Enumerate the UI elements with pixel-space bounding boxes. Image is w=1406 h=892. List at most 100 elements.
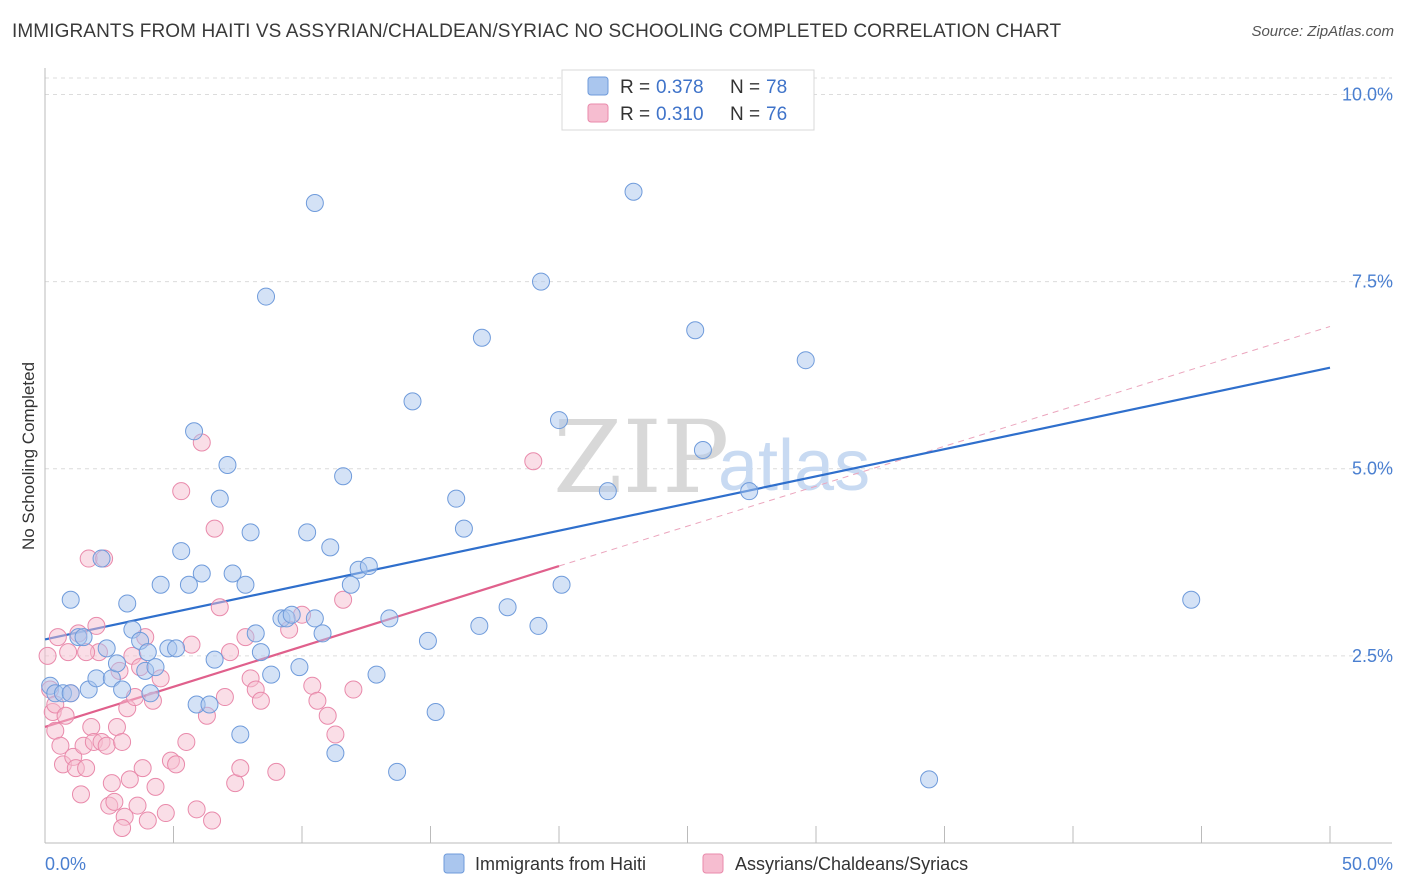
trend-lines <box>44 326 1331 729</box>
point-assyrians-55 <box>210 598 229 617</box>
point-haiti-59 <box>470 616 489 635</box>
legend-r-value-1: 0.378 <box>656 77 704 98</box>
point-haiti-62 <box>529 616 548 635</box>
point-haiti-31 <box>231 725 250 744</box>
point-assyrians-18 <box>82 717 101 736</box>
point-assyrians-63 <box>251 691 270 710</box>
point-haiti-63 <box>532 272 551 291</box>
x-tick-labels: 0.0% 50.0% <box>45 854 1393 874</box>
point-haiti-46 <box>326 744 345 763</box>
point-haiti-69 <box>693 441 712 460</box>
point-haiti-21 <box>167 639 186 658</box>
point-haiti-28 <box>210 489 229 508</box>
point-haiti-19 <box>151 575 170 594</box>
point-haiti-57 <box>447 489 466 508</box>
point-haiti-40 <box>282 605 301 624</box>
legend: R = 0.378 N = 78 R = 0.310 N = 76 <box>561 69 815 131</box>
point-haiti-42 <box>298 523 317 542</box>
point-haiti-30 <box>223 564 242 583</box>
point-haiti-18 <box>146 658 165 677</box>
point-haiti-64 <box>550 411 568 430</box>
point-assyrians-16 <box>77 759 96 778</box>
legend-r-label-1: R = <box>620 77 650 98</box>
point-assyrians-42 <box>146 777 165 796</box>
point-haiti-34 <box>246 624 265 643</box>
point-assyrians-68 <box>308 691 327 710</box>
y-tick-label-2: 7.5% <box>1352 272 1393 292</box>
point-assyrians-75 <box>77 643 96 662</box>
point-haiti-56 <box>426 703 445 722</box>
point-assyrians-73 <box>524 452 543 471</box>
point-assyrians-59 <box>231 759 250 778</box>
legend-r-value-2: 0.310 <box>656 104 704 125</box>
point-haiti-73 <box>1182 590 1201 609</box>
point-haiti-22 <box>172 542 191 561</box>
y-tick-label-1: 5.0% <box>1352 459 1393 479</box>
point-haiti-54 <box>403 392 422 411</box>
point-haiti-3 <box>61 590 80 609</box>
point-haiti-37 <box>262 665 281 684</box>
point-assyrians-74 <box>113 819 132 838</box>
point-assyrians-58 <box>226 774 245 793</box>
point-haiti-67 <box>624 182 643 201</box>
point-assyrians-56 <box>215 688 234 707</box>
point-haiti-76 <box>138 643 157 662</box>
point-haiti-13 <box>118 594 137 613</box>
point-assyrians-69 <box>318 706 337 725</box>
legend-swatch-pink <box>587 103 609 123</box>
legend-n-label-2: N = <box>730 104 760 125</box>
point-haiti-11 <box>107 654 126 673</box>
point-haiti-71 <box>796 351 815 370</box>
point-assyrians-33 <box>120 770 139 789</box>
point-haiti-65 <box>552 575 571 594</box>
point-haiti-68 <box>686 321 705 340</box>
point-assyrians-49 <box>182 635 201 654</box>
point-haiti-32 <box>236 575 255 594</box>
source-label: Source: ZipAtlas.com <box>1251 23 1394 40</box>
y-tick-labels: 2.5% 5.0% 7.5% 10.0% <box>1342 84 1393 665</box>
trend-line-haiti <box>44 366 1331 641</box>
point-assyrians-36 <box>128 796 147 815</box>
bottom-legend-label-assyrians: Assyrians/Chaldeans/Syriacs <box>735 854 968 874</box>
point-assyrians-38 <box>133 759 152 778</box>
point-assyrians-64 <box>267 762 286 781</box>
point-haiti-35 <box>251 643 270 662</box>
point-assyrians-53 <box>203 811 222 830</box>
point-haiti-5 <box>74 628 93 647</box>
point-assyrians-28 <box>107 717 126 736</box>
point-assyrians-57 <box>221 643 240 662</box>
point-assyrians-5 <box>48 628 67 647</box>
point-haiti-72 <box>920 770 939 789</box>
point-haiti-41 <box>290 658 309 677</box>
gridlines <box>45 77 1392 657</box>
x-tick-label-0: 0.0% <box>45 854 86 874</box>
point-haiti-45 <box>321 538 340 557</box>
point-haiti-74 <box>185 422 204 441</box>
legend-n-value-1: 78 <box>766 77 787 98</box>
point-assyrians-27 <box>105 792 124 811</box>
series-assyrians-points <box>38 433 543 838</box>
point-assyrians-8 <box>56 706 75 725</box>
point-assyrians-9 <box>59 643 78 662</box>
point-assyrians-54 <box>205 519 224 538</box>
point-haiti-9 <box>97 639 116 658</box>
point-haiti-58 <box>454 519 473 538</box>
point-haiti-50 <box>359 557 378 576</box>
point-haiti-29 <box>218 455 237 474</box>
point-haiti-8 <box>92 549 111 568</box>
point-assyrians-44 <box>156 804 175 823</box>
point-haiti-12 <box>113 680 132 699</box>
point-assyrians-70 <box>326 725 345 744</box>
point-haiti-44 <box>313 624 332 643</box>
point-haiti-36 <box>257 287 276 306</box>
point-haiti-17 <box>141 684 160 703</box>
y-tick-label-3: 10.0% <box>1342 84 1393 104</box>
point-assyrians-0 <box>38 646 57 665</box>
point-haiti-75 <box>305 193 324 212</box>
point-assyrians-40 <box>138 811 157 830</box>
point-assyrians-47 <box>172 482 191 501</box>
point-assyrians-71 <box>334 590 353 609</box>
y-tick-label-0: 2.5% <box>1352 646 1393 666</box>
watermark: ZIP atlas <box>553 399 870 516</box>
point-haiti-7 <box>87 669 106 688</box>
